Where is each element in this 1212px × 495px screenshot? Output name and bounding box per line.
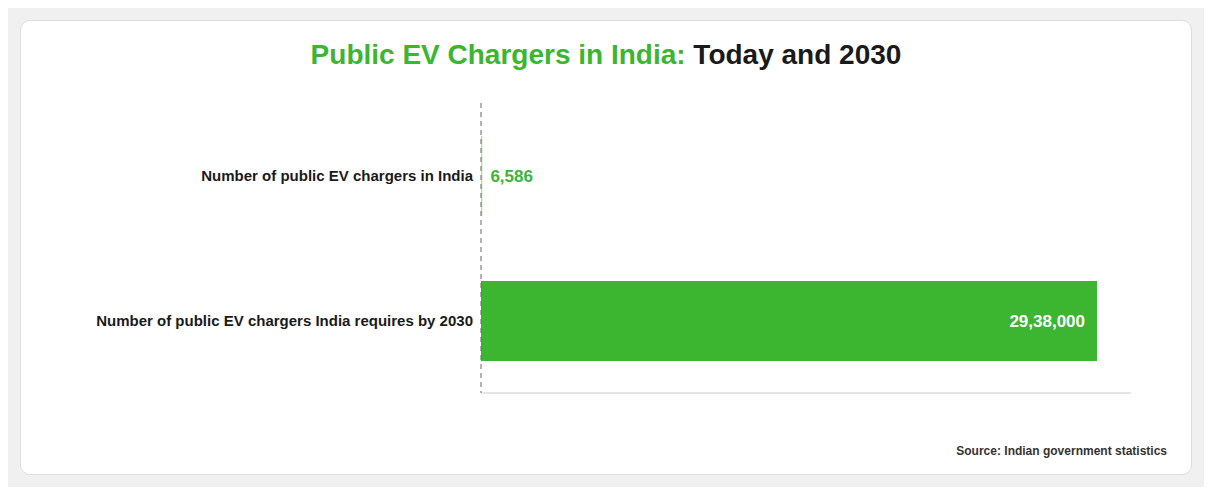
svg-text:29,38,000: 29,38,000 [1009,312,1085,331]
html-text:Public EV Chargers in India: T: Public EV Chargers in India: Today and 2… [310,39,902,70]
svg-text:Number of public EV chargers I: Number of public EV chargers India requi… [96,312,473,329]
html-text:Source: Indian government stat: Source: Indian government statistics [956,444,1167,458]
svg-text:Number of public EV chargers i: Number of public EV chargers in India [201,167,473,184]
svg-text:6,586: 6,586 [490,167,533,186]
